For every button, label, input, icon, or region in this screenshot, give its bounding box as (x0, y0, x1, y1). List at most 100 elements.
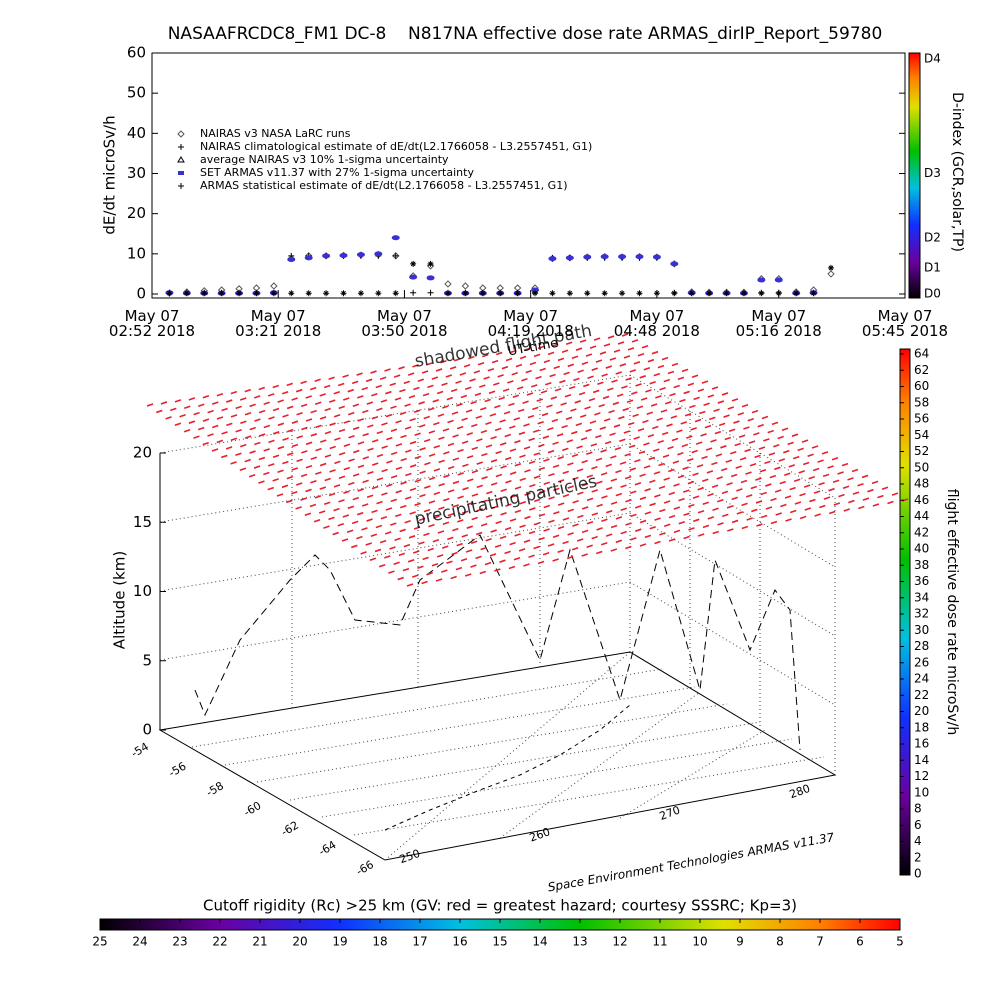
mesh-dash (634, 505, 642, 509)
colorbar-tick-label: 34 (914, 590, 929, 604)
mesh-dash (588, 397, 596, 402)
mesh-dash (239, 443, 247, 448)
mesh-dash (216, 392, 224, 397)
mesh-dash (538, 490, 546, 494)
mesh-dash (748, 440, 756, 444)
mesh-dash (464, 573, 472, 577)
mesh-dash (503, 410, 511, 415)
mesh-dash (179, 414, 186, 418)
mesh-dash (831, 456, 839, 461)
mesh-dash (174, 399, 182, 403)
mesh-dash (490, 482, 498, 486)
mesh-dash (645, 389, 652, 393)
mesh-dash (671, 437, 679, 442)
mesh-dash (828, 487, 835, 492)
mesh-dash (437, 530, 445, 534)
mesh-dash (593, 337, 601, 341)
mesh-dash (770, 497, 777, 502)
mesh-dash (596, 527, 603, 531)
dose-colorbar (899, 348, 911, 876)
mesh-dash (577, 514, 584, 519)
mesh-dash (851, 468, 859, 473)
mesh-dash (639, 496, 647, 501)
mesh-dash (411, 574, 419, 578)
mesh-dash (357, 395, 364, 399)
x-tick-label: May 07 05:16 2018 (735, 307, 822, 340)
mesh-dash (631, 391, 638, 395)
mesh-dash (513, 417, 521, 421)
mesh-dash (468, 355, 475, 360)
x-tick-label: May 07 05:45 2018 (861, 307, 949, 340)
mesh-dash (609, 432, 616, 437)
mesh-dash (263, 401, 270, 405)
cutoff-label: Cutoff rigidity (Rc) >25 km (GV: red = g… (203, 897, 797, 915)
mesh-dash (625, 377, 632, 381)
mesh-dash (413, 386, 420, 391)
mesh-dash (346, 529, 354, 533)
mesh-dash (253, 465, 261, 469)
mesh-dash (393, 374, 401, 378)
mesh-dash (438, 436, 445, 441)
mesh-dash (613, 424, 621, 428)
mesh-dash (216, 439, 224, 444)
mesh-dash (418, 517, 426, 522)
mesh-dash (597, 381, 604, 386)
x-tick-label: May 07 03:21 2018 (235, 307, 322, 340)
mesh-dash (615, 516, 623, 520)
mesh-dash (683, 535, 690, 540)
mesh-dash (653, 471, 661, 475)
colorbar-tick-label: 32 (914, 607, 929, 621)
mesh-dash (649, 380, 656, 385)
mesh-dash (466, 455, 474, 459)
mesh-dash (395, 420, 402, 424)
marker (410, 289, 417, 296)
mesh-dash (585, 428, 592, 433)
mesh-dash (557, 525, 565, 530)
colorbar-tick-label: D1 (924, 260, 941, 274)
mesh-dash (620, 507, 627, 512)
mesh-dash (619, 363, 627, 367)
mesh-dash (235, 452, 242, 457)
mesh-dash (629, 369, 637, 373)
mesh-dash (697, 509, 705, 514)
mesh-dash (547, 427, 554, 431)
mesh-dash (323, 501, 331, 505)
cutoff-tick-label: 7 (816, 935, 824, 949)
mesh-dash (357, 488, 364, 492)
mesh-dash (319, 393, 326, 397)
mesh-dash (461, 534, 469, 538)
mesh-dash (188, 420, 196, 424)
mesh-dash (549, 373, 556, 378)
mesh-dash (683, 390, 690, 395)
mesh-dash (379, 539, 387, 544)
mesh-dash (656, 417, 663, 421)
marker (392, 252, 400, 260)
mesh-dash (454, 357, 461, 362)
mesh-dash (441, 545, 449, 549)
mesh-dash (310, 433, 318, 437)
mesh-dash (566, 555, 574, 560)
mesh-dash (409, 464, 417, 468)
mesh-dash (334, 437, 341, 441)
mesh-dash (615, 492, 623, 497)
marker (305, 290, 312, 297)
mesh-dash (625, 545, 632, 550)
mesh-dash (584, 406, 591, 410)
mesh-dash (823, 496, 831, 500)
mesh-dash (277, 399, 284, 403)
mesh-dash (489, 413, 497, 417)
mesh-dash (356, 535, 363, 540)
mesh-dash (576, 538, 584, 542)
colorbar-tick-label: D4 (924, 52, 941, 66)
mesh-dash (301, 426, 308, 431)
colorbar-tick-label: 24 (914, 672, 929, 686)
mesh-dash (537, 420, 544, 425)
mesh-dash (513, 556, 521, 561)
mesh-dash (706, 470, 714, 474)
mesh-dash (652, 425, 659, 430)
mesh-dash (452, 504, 460, 508)
mesh-dash (591, 367, 598, 371)
mesh-dash (639, 543, 647, 547)
z-tick-label: 5 (142, 651, 152, 669)
mesh-dash (586, 544, 593, 549)
